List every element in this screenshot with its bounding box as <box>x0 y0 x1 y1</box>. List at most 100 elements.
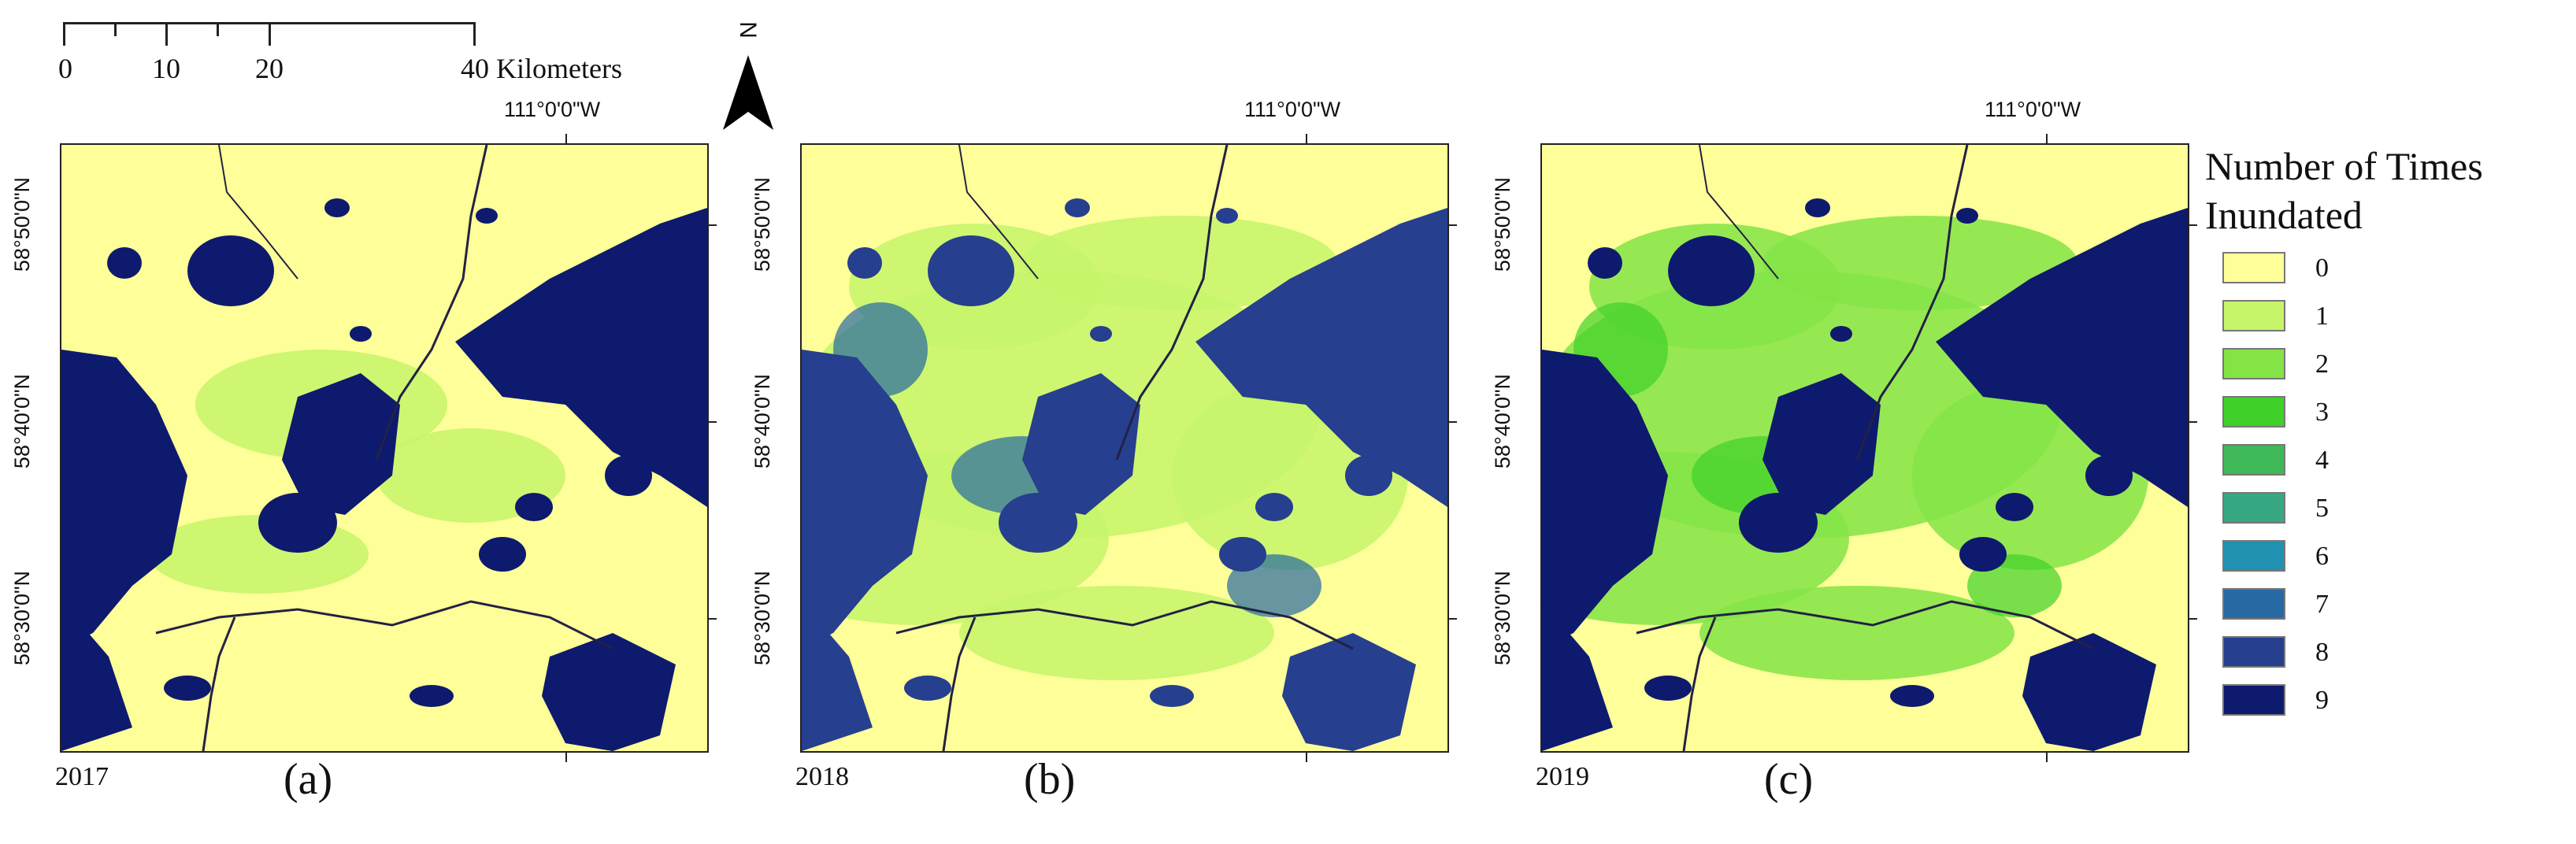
scale-bar: 0 10 20 40 Kilometers <box>58 16 622 84</box>
legend-item: 8 <box>2222 636 2459 671</box>
scale-tick <box>63 22 65 46</box>
latitude-label: 58°40'0"N <box>10 373 34 469</box>
legend: Number of Times Inundated 0 1 2 3 4 5 6 7 8 9 <box>2205 142 2567 756</box>
vegetation-zone <box>376 428 565 523</box>
lake-central <box>1762 373 1881 515</box>
north-arrow-icon <box>723 55 773 130</box>
legend-item: 0 <box>2222 252 2459 287</box>
latitude-tick <box>706 224 717 226</box>
latitude-label: 58°30'0"N <box>10 570 34 666</box>
legend-value: 6 <box>2315 542 2329 571</box>
legend-item: 9 <box>2222 684 2459 719</box>
vegetation-zone <box>959 586 1274 680</box>
longitude-tick <box>1306 751 1307 762</box>
pond <box>515 493 553 521</box>
inundation-map <box>60 143 709 753</box>
inundation-raster <box>61 145 707 751</box>
river <box>218 145 298 279</box>
panel-letter: (a) <box>284 755 333 804</box>
lake-bottom-right <box>1282 633 1416 751</box>
panel-letter: (b) <box>1024 755 1076 804</box>
pond <box>1830 326 1852 342</box>
map-panel-2017: 111°0'0"W 58°50'0"N 58°40'0"N 58°30'0"N 2017… <box>0 79 732 842</box>
pond <box>324 198 350 217</box>
lake-right <box>455 208 707 507</box>
river <box>1855 145 1969 461</box>
latitude-label: 58°40'0"N <box>751 373 774 469</box>
scale-tick <box>473 22 476 46</box>
pond <box>1150 685 1194 707</box>
pond <box>1959 537 2007 572</box>
lake-bottom-left <box>802 602 873 751</box>
pond <box>107 247 142 279</box>
legend-item: 7 <box>2222 588 2459 623</box>
legend-swatch <box>2222 684 2285 716</box>
legend-item: 1 <box>2222 300 2459 335</box>
longitude-tick <box>2046 134 2048 145</box>
scale-label: 40 Kilometers <box>461 53 622 84</box>
map-panel-2019: 111°0'0"W 58°50'0"N 58°40'0"N 58°30'0"N 2019… <box>1481 79 2213 842</box>
legend-item: 6 <box>2222 540 2459 575</box>
lake-central <box>282 373 400 515</box>
lake-small <box>258 493 337 553</box>
legend-swatch <box>2222 396 2285 428</box>
lake-bottom-left <box>61 602 132 751</box>
panel-letter: (c) <box>1764 755 1814 804</box>
longitude-tick <box>565 751 567 762</box>
pond <box>1219 537 1266 572</box>
vegetation-zone <box>1022 216 1337 310</box>
lake-small <box>999 493 1077 553</box>
pond <box>1255 493 1293 521</box>
pond <box>476 208 498 224</box>
scale-tick <box>269 22 271 46</box>
latitude-tick <box>706 421 717 423</box>
pond <box>164 676 211 701</box>
river <box>958 145 1039 279</box>
latitude-tick <box>1446 224 1457 226</box>
longitude-tick <box>565 134 567 145</box>
year-label: 2017 <box>55 762 109 791</box>
pond <box>1890 685 1934 707</box>
latitude-tick <box>2186 618 2197 620</box>
vegetation-zone <box>1699 586 2014 680</box>
legend-swatch <box>2222 636 2285 668</box>
pond <box>410 685 454 707</box>
inundation-map <box>1540 143 2189 753</box>
vegetation-zone <box>1762 216 2077 310</box>
lake-small <box>1739 493 1818 553</box>
legend-item: 4 <box>2222 444 2459 479</box>
pond <box>847 247 882 279</box>
latitude-label: 58°50'0"N <box>751 176 774 272</box>
scale-tick <box>217 22 219 36</box>
lake-left <box>1542 350 1668 649</box>
legend-value: 7 <box>2315 590 2329 619</box>
lake-right <box>1195 208 1447 507</box>
longitude-label: 111°0'0"W <box>1985 98 2081 121</box>
legend-item: 2 <box>2222 348 2459 383</box>
longitude-label: 111°0'0"W <box>1244 98 1341 121</box>
pond <box>1345 455 1392 496</box>
lake-right <box>1936 208 2188 507</box>
latitude-label: 58°50'0"N <box>10 176 34 272</box>
legend-swatch <box>2222 300 2285 331</box>
legend-swatch <box>2222 444 2285 476</box>
inundation-raster <box>802 145 1447 751</box>
pond <box>1090 326 1112 342</box>
lake-upper-left <box>1668 235 1755 306</box>
river <box>1115 145 1229 461</box>
legend-swatch <box>2222 348 2285 379</box>
pond <box>904 676 951 701</box>
pond <box>1644 676 1692 701</box>
legend-item: 5 <box>2222 492 2459 527</box>
river <box>202 616 236 751</box>
lake-left <box>61 350 187 649</box>
legend-value: 2 <box>2315 350 2329 379</box>
river <box>375 145 488 461</box>
legend-value: 3 <box>2315 398 2329 427</box>
legend-value: 8 <box>2315 638 2329 667</box>
river <box>1682 616 1717 751</box>
pond <box>1216 208 1238 224</box>
map-panel-2018: 111°0'0"W 58°50'0"N 58°40'0"N 58°30'0"N 2018… <box>740 79 1473 842</box>
longitude-label: 111°0'0"W <box>504 98 601 121</box>
lake-bottom-right <box>542 633 676 751</box>
